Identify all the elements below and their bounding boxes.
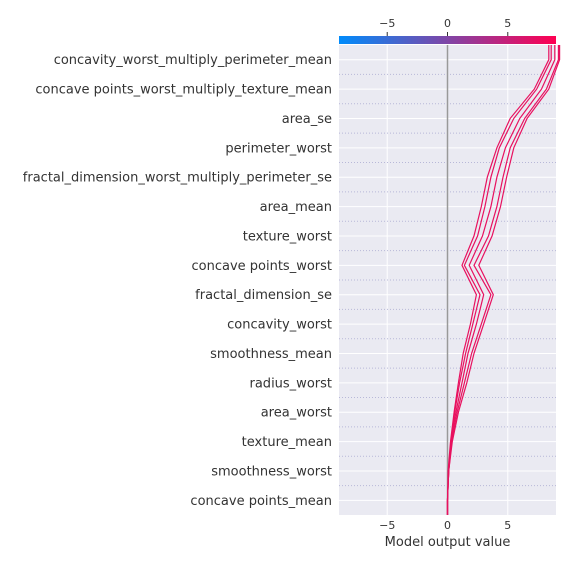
- feature-label: fractal_dimension_worst_multiply_perimet…: [23, 171, 332, 186]
- feature-label: texture_worst: [243, 229, 332, 244]
- feature-label: fractal_dimension_se: [195, 288, 332, 303]
- feature-label: concavity_worst_multiply_perimeter_mean: [54, 53, 332, 68]
- feature-label: concave points_mean: [190, 494, 332, 509]
- colorbar: [339, 36, 556, 44]
- top-tick-label: 0: [444, 17, 451, 30]
- feature-label: smoothness_worst: [211, 464, 332, 479]
- feature-label: area_worst: [261, 406, 332, 421]
- feature-label: perimeter_worst: [225, 141, 332, 156]
- feature-label: radius_worst: [250, 376, 333, 391]
- feature-label: area_mean: [260, 200, 332, 215]
- decision-line: [446, 45, 561, 515]
- x-axis-label: Model output value: [385, 535, 511, 550]
- decision-lines: [446, 45, 561, 515]
- feature-label: concavity_worst: [227, 318, 332, 333]
- feature-label: concave points_worst: [191, 259, 332, 274]
- colorbar-strip: [339, 36, 556, 44]
- top-tick-label: 5: [504, 17, 511, 30]
- feature-label: smoothness_mean: [210, 347, 332, 362]
- feature-label: area_se: [282, 112, 332, 127]
- x-axis-ticks: −5 −5 0 0 5 5: [379, 17, 511, 532]
- bottom-tick-label: 5: [504, 519, 511, 532]
- bottom-tick-label: −5: [379, 519, 395, 532]
- bottom-tick-label: 0: [444, 519, 451, 532]
- feature-label: concave points_worst_multiply_texture_me…: [35, 83, 332, 98]
- decision-line: [446, 45, 550, 515]
- feature-label: texture_mean: [242, 435, 332, 450]
- feature-labels: concavity_worst_multiply_perimeter_meanc…: [23, 53, 332, 509]
- top-tick-label: −5: [379, 17, 395, 30]
